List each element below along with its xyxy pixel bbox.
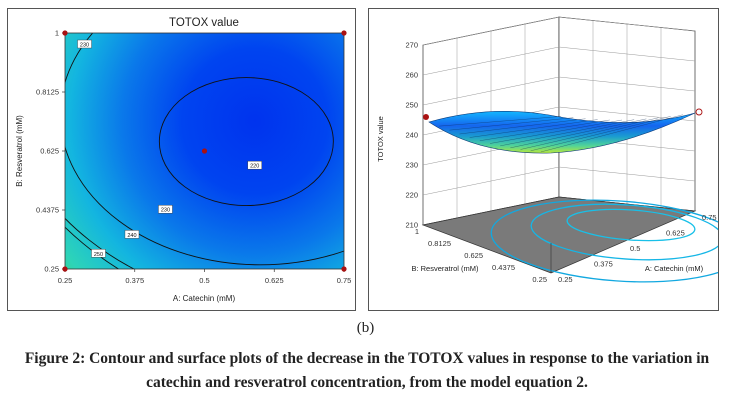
design-point: [201, 148, 208, 154]
design-point: [341, 30, 347, 36]
contour-x-tick-label: 0.25: [58, 276, 73, 285]
surface-z-tick-label: 250: [405, 101, 418, 110]
surface-x-tick-label: 0.25: [558, 275, 573, 284]
surface-mesh-lines: [439, 114, 683, 153]
surface-z-axis-label: TOTOX value: [376, 116, 385, 162]
figure-caption: Figure 2: Contour and surface plots of t…: [24, 350, 710, 391]
design-point: [423, 114, 429, 120]
design-point: [341, 266, 347, 272]
svg-text:220: 220: [250, 164, 259, 170]
surface-x-axis-label: A: Catechin (mM): [645, 264, 704, 273]
surface-z-tick-label: 210: [405, 221, 418, 230]
surface-plot: TOTOX value B: Resveratrol (mM) A: Catec…: [376, 16, 731, 284]
contour-x-tick-label: 0.5: [199, 276, 209, 285]
contour-y-tick-label: 0.8125: [36, 88, 59, 97]
contour-value-label: 240: [124, 230, 140, 239]
contour-line-230: [65, 33, 344, 266]
contour-y-axis-label: B: Resveratrol (mM): [15, 115, 24, 187]
contour-value-label: 230: [77, 39, 92, 49]
surface-x-tick-label: 0.375: [594, 260, 613, 269]
contour-value-label: 220: [247, 160, 262, 170]
surface-y-tick-label: 0.4375: [492, 263, 515, 272]
surface-z-gridline: [422, 166, 696, 196]
surface-z-tick-label: 240: [405, 131, 418, 140]
surface-z-gridline: [422, 76, 696, 106]
surface-z-tick-label: 230: [405, 161, 418, 170]
svg-text:240: 240: [127, 233, 136, 239]
surface-floor: [421, 196, 697, 274]
contour-y-tick-label: 0.625: [40, 147, 59, 156]
surface-y-tick-label: 1: [415, 227, 419, 236]
svg-text:230: 230: [80, 43, 89, 49]
surface-x-tick-label: 0.5: [630, 244, 640, 253]
surface-z-gridline: [422, 16, 696, 46]
contour-x-tick-label: 0.375: [125, 276, 144, 285]
surface-y-tick-label: 0.8125: [428, 239, 451, 248]
contour-field: [65, 33, 344, 269]
contour-y-tick-label: 0.4375: [36, 206, 59, 215]
contour-line-220: [158, 77, 334, 207]
design-point: [62, 266, 68, 272]
design-point: [695, 108, 703, 116]
contour-x-axis-label: A: Catechin (mM): [173, 294, 236, 303]
surface-y-tick-label: 0.625: [464, 251, 483, 260]
surface-z-gridline: [422, 46, 696, 76]
contour-x-tick-label: 0.75: [337, 276, 352, 285]
design-point: [62, 30, 68, 36]
surface-z-tick-label: 260: [405, 71, 418, 80]
surface-x-tick-label: 0.625: [666, 229, 685, 238]
contour-x-tick-label: 0.625: [265, 276, 284, 285]
surface-z-tick-label: 220: [405, 191, 418, 200]
svg-text:250: 250: [94, 252, 103, 258]
surface-z-tick-label: 270: [405, 41, 418, 50]
contour-value-label: 230: [158, 205, 173, 214]
contour-y-tick-label: 0.25: [44, 265, 59, 274]
surface-y-tick-label: 0.25: [532, 275, 547, 284]
panel-label: (b): [356, 320, 375, 336]
contour-title: TOTOX value: [169, 17, 239, 29]
surface-plot-panel: TOTOX value B: Resveratrol (mM) A: Catec…: [368, 8, 731, 311]
surface-x-tick-label: 0.75: [702, 213, 717, 222]
svg-text:230: 230: [161, 208, 170, 214]
contour-y-tick-label: 1: [55, 29, 59, 38]
surface-y-axis-label: B: Resveratrol (mM): [411, 264, 479, 273]
contour-value-label: 250: [91, 249, 106, 258]
contour-plot: TOTOX value A: Catechin (mM) B: Resverat…: [15, 17, 352, 303]
contour-plot-panel: TOTOX value A: Catechin (mM) B: Resverat…: [7, 8, 356, 311]
